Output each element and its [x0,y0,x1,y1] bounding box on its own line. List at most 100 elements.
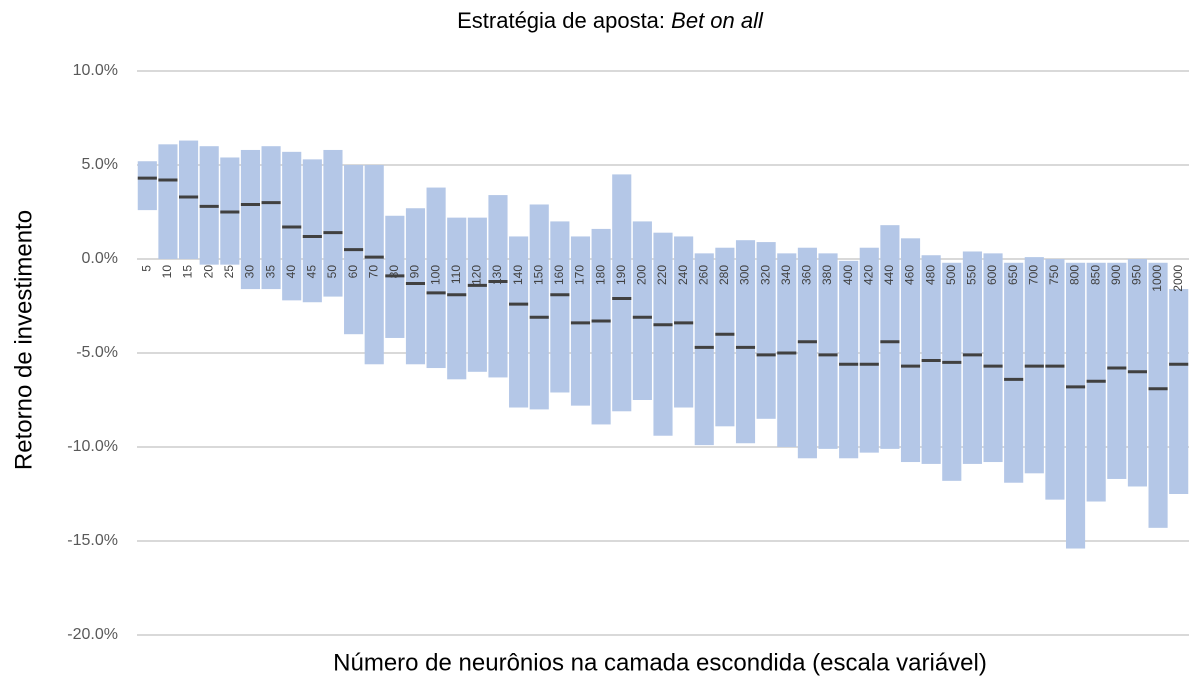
x-tick-label: 45 [305,265,319,279]
range-bar [240,149,261,290]
range-bar [777,253,797,447]
x-tick-label: 300 [738,265,752,285]
range-bar [859,247,879,453]
range-bar [405,208,426,365]
x-tick-label: 200 [635,265,649,285]
x-tick-label: 420 [861,265,875,285]
range-bar [426,187,446,369]
y-tick-label: 5.0% [82,156,118,173]
range-bar [488,195,508,378]
range-bar [529,204,549,410]
x-tick-label: 100 [428,265,442,285]
x-tick-label: 140 [511,265,525,285]
range-bar [880,225,900,449]
x-tick-label: 360 [800,265,814,285]
x-tick-label: 900 [1109,265,1123,285]
x-tick-label: 80 [387,265,401,279]
x-tick-label: 70 [366,265,380,279]
x-tick-label: 120 [470,265,484,285]
range-bar [302,159,322,303]
x-tick-label: 60 [346,265,360,279]
x-tick-label: 460 [903,265,917,285]
range-bar [323,149,343,297]
range-bar [137,161,157,211]
range-bar [261,146,281,290]
y-tick-label: -15.0% [67,532,118,549]
range-bar [797,247,817,459]
x-tick-label: 700 [1026,265,1040,285]
range-bar [1169,289,1189,494]
x-tick-label: 280 [717,265,731,285]
x-tick-label: 50 [325,265,339,279]
y-axis-title: Retorno de investimento [10,210,37,470]
x-tick-label: 180 [593,265,607,285]
range-bar [364,165,384,365]
range-bar [653,232,673,436]
x-tick-label: 260 [696,265,710,285]
range-bar [715,247,735,427]
range-bar [632,221,652,400]
chart-title: Estratégia de aposta: Bet on all [457,8,764,33]
range-bar [962,251,982,464]
range-bar [447,217,467,380]
x-tick-label: 15 [181,265,195,279]
x-tick-label: 800 [1068,265,1082,285]
x-tick-label: 240 [676,265,690,285]
range-bar [550,221,570,393]
x-tick-label: 40 [284,265,298,279]
x-tick-label: 480 [923,265,937,285]
x-tick-label: 25 [222,265,236,279]
x-tick-label: 440 [882,265,896,285]
x-tick-label: 850 [1088,265,1102,285]
x-tick-label: 5 [139,265,153,272]
range-bar [1148,262,1168,528]
range-bar [570,236,591,406]
range-bar [839,260,859,459]
range-bar [1045,259,1065,500]
plot-area: 5 10 15 20 25 30 35 40 45 50 60 70 80 90 100 110 120 130 1… [137,140,1189,549]
range-bar [735,240,756,444]
x-tick-label: 1000 [1150,265,1164,292]
range-bar [591,228,611,425]
x-tick-label: 160 [552,265,566,285]
x-tick-label: 220 [655,265,669,285]
x-tick-label: 2000 [1171,265,1185,292]
x-tick-label: 550 [965,265,979,285]
range-bar [467,217,487,372]
x-tick-label: 750 [1047,265,1061,285]
x-axis-title: Número de neurônios na camada escondida … [333,649,987,676]
range-bar [694,253,714,446]
range-bar [612,174,632,412]
range-bar [1004,262,1024,483]
y-tick-label: -5.0% [76,344,118,361]
range-bar [1065,262,1086,549]
x-tick-label: 130 [490,265,504,285]
x-tick-label: 400 [841,265,855,285]
x-tick-label: 10 [160,265,174,279]
x-tick-label: 90 [408,265,422,279]
y-tick-label: -10.0% [67,438,118,455]
range-bar [1107,262,1127,479]
range-bar [942,262,962,481]
y-tick-label: -20.0% [67,626,118,643]
x-tick-label: 320 [758,265,772,285]
range-bar [983,253,1003,463]
range-bar [818,253,838,449]
title-emphasis: Bet on all [671,8,764,33]
x-tick-label: 950 [1130,265,1144,285]
range-bar [179,140,199,259]
range-bar [900,238,921,463]
x-tick-label: 170 [573,265,587,285]
title-text: Estratégia de aposta: [457,8,665,33]
range-bar [158,144,178,259]
x-tick-label: 35 [263,265,277,279]
x-tick-label: 600 [985,265,999,285]
x-tick-label: 20 [201,265,215,279]
x-tick-label: 150 [531,265,545,285]
x-tick-label: 110 [449,265,463,284]
x-tick-label: 340 [779,265,793,285]
range-bar [756,242,776,419]
x-tick-label: 30 [243,265,257,279]
x-tick-label: 380 [820,265,834,285]
